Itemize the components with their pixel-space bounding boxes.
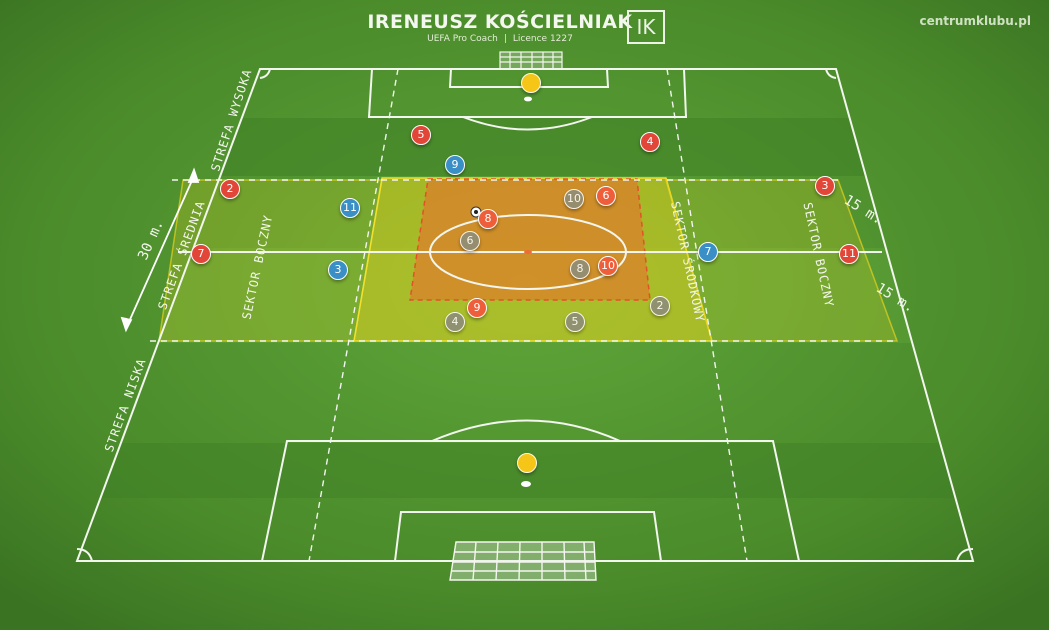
pitch-lines <box>75 68 975 562</box>
player-blue-7[interactable]: 7 <box>698 242 718 262</box>
coach-name: IRENEUSZ KOŚCIELNIAK <box>367 11 633 33</box>
player-grey-2[interactable]: 2 <box>650 296 670 316</box>
mowing-stripes <box>77 118 973 498</box>
player-red-3[interactable]: 3 <box>815 176 835 196</box>
orange-pressing-box <box>409 178 651 301</box>
player-grey-8[interactable]: 8 <box>570 259 590 279</box>
player-blue-11[interactable]: 11 <box>340 198 360 218</box>
player-grey-5[interactable]: 5 <box>565 312 585 332</box>
credentials-separator: | <box>503 34 507 44</box>
coach-role: UEFA Pro Coach <box>427 34 498 44</box>
player-orange-8[interactable]: 8 <box>478 209 498 229</box>
coach-credentials: UEFA Pro Coach | Licence 1227 <box>350 34 650 44</box>
bottom-goal <box>449 541 597 581</box>
player-orange-6[interactable]: 6 <box>596 186 616 206</box>
player-red-5[interactable]: 5 <box>411 125 431 145</box>
player-red-4[interactable]: 4 <box>640 132 660 152</box>
player-grey-6[interactable]: 6 <box>460 231 480 251</box>
player-grey-4[interactable]: 4 <box>445 312 465 332</box>
zone-height-arrow <box>120 167 200 333</box>
player-orange-10[interactable]: 10 <box>598 256 618 276</box>
sector-lines <box>150 68 896 562</box>
player-blue-9[interactable]: 9 <box>445 155 465 175</box>
goalkeeper-top[interactable] <box>521 73 541 93</box>
site-link[interactable]: centrumklubu.pl <box>919 14 1031 28</box>
player-red-7[interactable]: 7 <box>191 244 211 264</box>
top-goal <box>499 51 563 70</box>
ik-logo: IK <box>627 10 665 44</box>
player-grey-10[interactable]: 10 <box>564 189 584 209</box>
player-blue-3[interactable]: 3 <box>328 260 348 280</box>
coach-licence: Licence 1227 <box>512 34 573 44</box>
player-red-11[interactable]: 11 <box>839 244 859 264</box>
player-orange-9[interactable]: 9 <box>467 298 487 318</box>
player-red-2[interactable]: 2 <box>220 179 240 199</box>
goalkeeper-bottom[interactable] <box>517 453 537 473</box>
